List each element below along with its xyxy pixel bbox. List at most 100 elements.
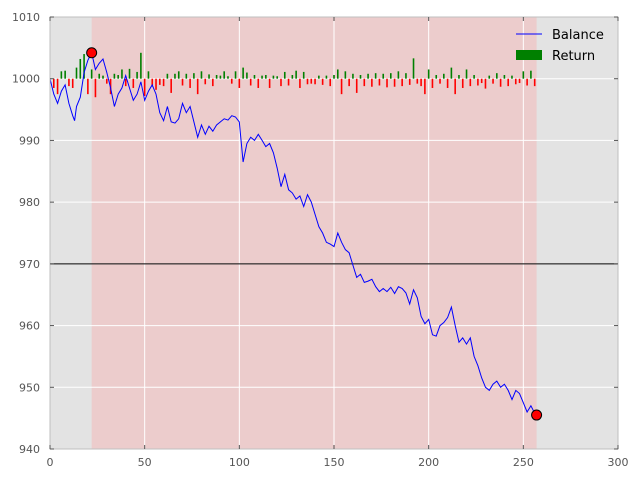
return-bar (204, 78, 207, 85)
return-bar (287, 78, 290, 86)
return-bar (477, 78, 479, 86)
legend-swatch-return (516, 50, 542, 60)
return-bar (170, 78, 172, 93)
return-bar (325, 75, 328, 79)
return-bar (230, 78, 233, 84)
return-bar (83, 54, 85, 79)
return-bar (367, 73, 369, 79)
return-bar (257, 78, 260, 88)
return-bar (60, 71, 63, 79)
return-bar (200, 71, 203, 79)
y-tick-label: 950 (19, 381, 40, 394)
y-tick-label: 990 (19, 134, 40, 147)
return-bar (359, 75, 362, 79)
x-tick-label: 150 (324, 456, 345, 469)
return-bar (405, 73, 407, 79)
return-bar (321, 78, 324, 85)
return-bar (185, 73, 188, 79)
return-bar (261, 75, 263, 79)
return-bar (234, 71, 237, 79)
y-tick-label: 1000 (12, 73, 40, 86)
return-bar (390, 73, 392, 79)
return-bar (533, 78, 536, 87)
return-bar (159, 78, 161, 85)
return-bar (193, 73, 195, 79)
return-bar (439, 78, 441, 84)
legend-label: Return (552, 49, 595, 64)
x-tick-label: 200 (418, 456, 439, 469)
return-bar (401, 78, 403, 87)
return-bar (238, 78, 241, 88)
return-bar (52, 78, 55, 88)
y-tick-label: 1010 (12, 11, 40, 24)
return-bar (212, 78, 214, 87)
end-marker (531, 409, 543, 421)
return-bar (79, 58, 82, 79)
legend-label: Balance (552, 28, 604, 43)
x-tick-label: 50 (138, 456, 152, 469)
return-bar (113, 73, 116, 79)
return-bar (378, 78, 381, 86)
return-bar (522, 71, 525, 79)
return-bar (64, 70, 66, 79)
return-bar (299, 78, 301, 88)
return-bar (124, 78, 127, 87)
x-tick-label: 300 (608, 456, 629, 469)
y-tick-label: 970 (19, 258, 40, 271)
return-bar (276, 76, 278, 79)
return-bar (386, 78, 388, 88)
y-tick-label: 960 (19, 320, 40, 333)
return-bar (355, 78, 358, 93)
return-bar (374, 73, 377, 79)
return-bar (121, 69, 123, 79)
return-bar (87, 78, 89, 95)
return-bar (503, 75, 506, 79)
return-bar (272, 75, 275, 79)
return-bar (488, 75, 491, 79)
return-bar (196, 78, 199, 95)
return-bar (484, 78, 487, 89)
return-bar (140, 52, 142, 79)
return-bar (511, 75, 513, 79)
y-axis: 940 950 960 970 980 990 1000 1010 (12, 11, 618, 456)
return-bar (143, 78, 146, 96)
x-tick-label: 250 (513, 456, 534, 469)
return-bar (348, 78, 350, 87)
return-bar (302, 71, 305, 79)
return-bar (306, 78, 309, 85)
return-bar (526, 78, 528, 86)
return-bar (128, 68, 131, 79)
return-bar (147, 71, 150, 79)
return-bars (52, 52, 536, 98)
return-bar (136, 71, 138, 79)
return-bar (208, 74, 210, 79)
return-bar (514, 78, 517, 85)
balance-line (49, 51, 537, 416)
return-bar (249, 78, 252, 86)
legend: Balance Return (516, 28, 604, 64)
return-bar (518, 78, 521, 84)
return-bar (454, 78, 456, 95)
return-bar (412, 58, 415, 79)
return-bar (420, 78, 422, 87)
return-bar (340, 78, 343, 95)
return-bar (132, 78, 135, 88)
return-bar (318, 75, 320, 79)
return-bar (223, 71, 225, 79)
return-bar (461, 78, 464, 88)
return-bar (280, 78, 282, 87)
return-bar (246, 72, 248, 79)
return-bar (431, 78, 434, 88)
return-bar (450, 67, 453, 79)
return-bar (75, 67, 78, 79)
return-bar (177, 71, 180, 79)
return-bar (469, 78, 472, 87)
return-bar (219, 75, 222, 79)
x-tick-label: 0 (47, 456, 54, 469)
return-bar (242, 67, 244, 79)
return-bar (102, 75, 104, 79)
return-bar (295, 70, 297, 79)
return-bar (106, 78, 108, 84)
return-bar (291, 75, 294, 79)
return-bar (408, 78, 411, 85)
